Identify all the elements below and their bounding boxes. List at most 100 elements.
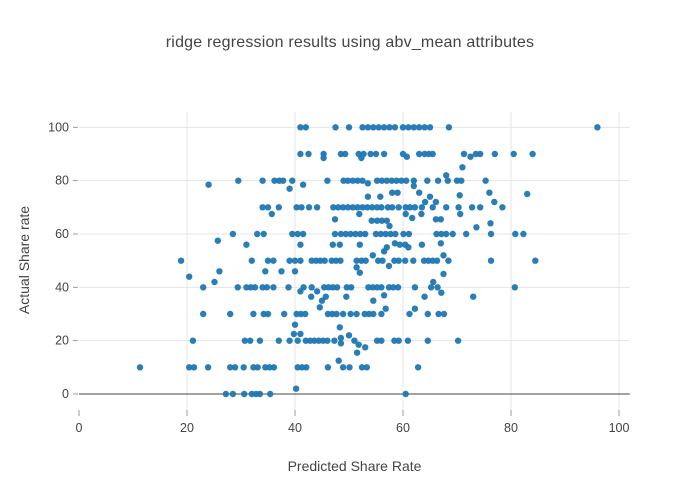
data-point bbox=[289, 230, 296, 238]
data-point bbox=[311, 337, 318, 344]
x-tick-label: 0 bbox=[76, 421, 83, 435]
data-point bbox=[411, 305, 419, 312]
data-point bbox=[347, 230, 354, 238]
data-point bbox=[402, 210, 409, 218]
data-point bbox=[429, 204, 436, 211]
data-point bbox=[440, 270, 447, 278]
data-point bbox=[380, 150, 388, 158]
data-point bbox=[262, 268, 269, 275]
data-point bbox=[443, 204, 450, 211]
data-point bbox=[370, 310, 377, 318]
data-point bbox=[351, 337, 358, 344]
data-point bbox=[403, 177, 410, 184]
chart-title: ridge regression results using abv_mean … bbox=[165, 34, 535, 51]
data-point bbox=[263, 284, 271, 291]
data-point bbox=[369, 252, 376, 259]
data-point bbox=[457, 210, 464, 218]
data-point bbox=[211, 278, 218, 286]
data-point bbox=[294, 337, 301, 344]
data-point bbox=[254, 230, 261, 238]
data-point bbox=[491, 150, 498, 158]
data-point bbox=[394, 189, 401, 196]
x-tick-label: 80 bbox=[504, 421, 518, 435]
data-point bbox=[406, 204, 414, 211]
data-point bbox=[331, 216, 339, 223]
data-point bbox=[286, 257, 293, 264]
data-point bbox=[348, 284, 355, 291]
data-point bbox=[364, 180, 372, 187]
x-tick-label: 100 bbox=[609, 421, 630, 435]
data-point bbox=[302, 310, 309, 318]
data-point bbox=[406, 310, 413, 318]
data-point bbox=[259, 204, 266, 211]
data-point bbox=[435, 310, 442, 318]
data-point bbox=[386, 124, 393, 131]
data-point bbox=[308, 284, 315, 291]
data-point bbox=[468, 204, 476, 211]
data-point bbox=[386, 222, 393, 230]
data-point bbox=[402, 257, 409, 264]
data-point bbox=[297, 310, 305, 318]
data-point bbox=[487, 257, 495, 264]
data-point bbox=[343, 284, 350, 291]
data-point bbox=[396, 241, 403, 248]
data-point bbox=[418, 204, 426, 211]
data-point bbox=[395, 337, 402, 344]
data-point bbox=[416, 124, 423, 131]
data-point bbox=[437, 240, 444, 247]
data-point bbox=[520, 230, 527, 238]
data-point bbox=[532, 257, 539, 264]
data-point bbox=[286, 185, 293, 192]
data-point bbox=[136, 364, 144, 371]
data-point bbox=[429, 150, 436, 158]
data-point bbox=[303, 364, 310, 371]
data-point bbox=[248, 257, 255, 264]
data-point bbox=[336, 324, 343, 331]
data-point bbox=[313, 204, 321, 211]
data-point bbox=[477, 204, 484, 211]
data-point bbox=[308, 257, 315, 264]
data-point bbox=[292, 385, 300, 392]
data-point bbox=[222, 390, 230, 398]
data-point bbox=[411, 284, 419, 291]
data-point bbox=[378, 337, 385, 344]
data-point bbox=[231, 364, 239, 371]
data-point bbox=[186, 273, 193, 280]
data-point bbox=[382, 230, 389, 238]
data-point bbox=[229, 230, 237, 238]
data-point bbox=[470, 293, 477, 300]
data-point bbox=[524, 190, 531, 198]
data-point bbox=[359, 177, 366, 184]
data-point bbox=[286, 337, 293, 344]
data-point bbox=[389, 189, 396, 196]
data-point bbox=[369, 204, 376, 211]
data-point bbox=[346, 364, 353, 371]
data-point bbox=[456, 192, 463, 199]
data-point bbox=[487, 230, 495, 238]
data-point bbox=[378, 204, 385, 211]
data-point bbox=[271, 177, 278, 184]
data-point bbox=[414, 364, 422, 371]
data-point bbox=[331, 337, 338, 344]
data-point bbox=[421, 293, 428, 300]
data-point bbox=[291, 321, 299, 328]
data-point bbox=[291, 257, 299, 264]
data-point bbox=[316, 304, 323, 311]
data-point bbox=[333, 310, 340, 318]
data-point bbox=[482, 177, 489, 184]
data-point bbox=[378, 177, 386, 184]
x-tick-label: 60 bbox=[396, 421, 410, 435]
data-point bbox=[279, 177, 287, 184]
data-point bbox=[368, 217, 375, 224]
data-point bbox=[454, 337, 462, 344]
data-point bbox=[299, 230, 307, 238]
data-point bbox=[297, 124, 304, 131]
data-point bbox=[270, 364, 278, 371]
data-point bbox=[354, 204, 361, 211]
data-point bbox=[177, 257, 185, 264]
data-point bbox=[410, 182, 417, 190]
data-point bbox=[389, 204, 396, 211]
data-point bbox=[445, 124, 453, 131]
